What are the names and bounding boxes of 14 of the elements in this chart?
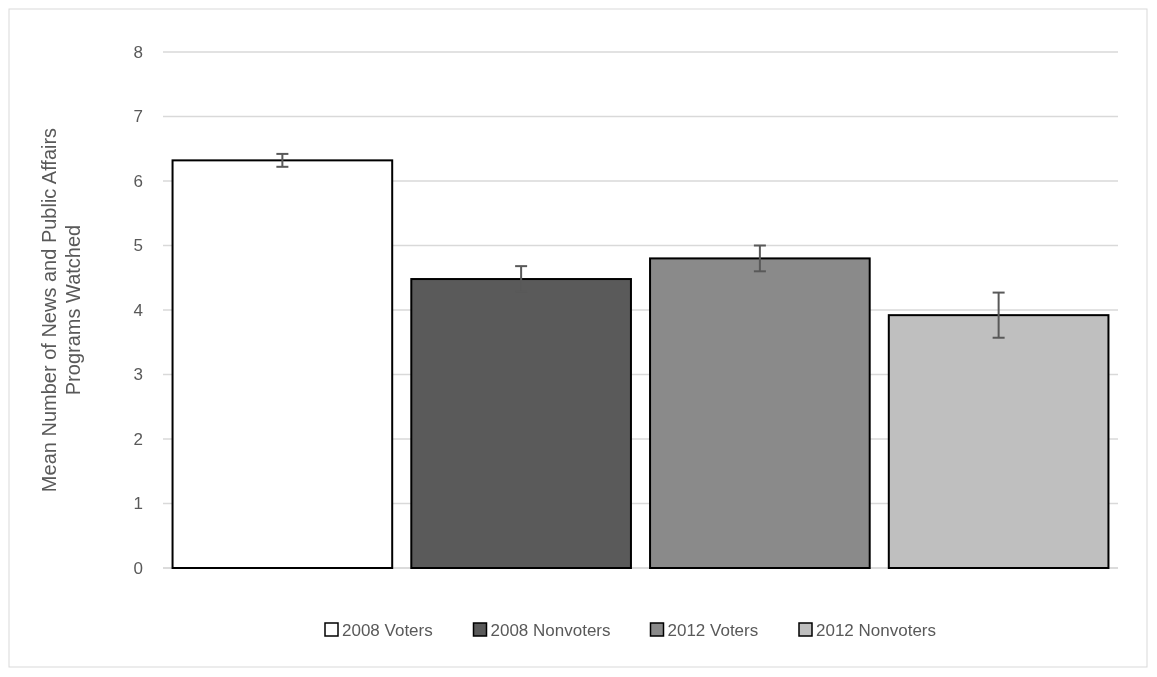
y-tick-label: 5: [133, 236, 143, 256]
y-tick-label: 2: [133, 429, 143, 449]
y-tick-label: 1: [133, 494, 143, 514]
y-tick-label: 7: [133, 107, 143, 127]
y-tick-label: 6: [133, 171, 143, 191]
y-tick-label: 0: [133, 558, 143, 578]
legend-label: 2008 Nonvoters: [490, 620, 611, 640]
y-axis-title: Mean Number of News and Public Affairs Programs Watched: [38, 127, 84, 493]
legend-label: 2008 Voters: [342, 620, 433, 640]
y-tick-label: 8: [133, 42, 143, 62]
legend-label: 2012 Nonvoters: [816, 620, 937, 640]
legend-label: 2012 Voters: [667, 620, 759, 640]
y-tick-label: 4: [133, 300, 143, 320]
y-tick-label: 3: [133, 365, 143, 385]
